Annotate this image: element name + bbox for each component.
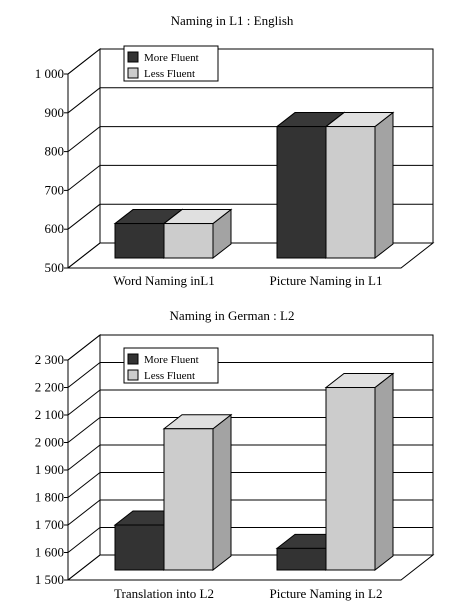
bar-front bbox=[276, 126, 327, 259]
chart-floor bbox=[66, 554, 435, 581]
legend-swatch bbox=[127, 369, 139, 381]
y-tick-label: 1 600 bbox=[35, 545, 64, 560]
y-tick-label: 1 900 bbox=[35, 462, 64, 477]
legend-box bbox=[123, 347, 219, 384]
gridline-side bbox=[67, 389, 101, 416]
bar-front bbox=[325, 126, 376, 259]
legend-swatch bbox=[127, 51, 139, 63]
gridline-side bbox=[67, 444, 101, 471]
chart-german-l2: Naming in German : L2 1 500 1 600 1 700 1 8… bbox=[35, 308, 435, 601]
category-label: Picture Naming in L1 bbox=[269, 273, 382, 288]
y-tick-label: 1 800 bbox=[35, 490, 64, 505]
chart-bars bbox=[113, 111, 395, 260]
chart-title: Naming in L1 : English bbox=[171, 13, 294, 28]
bar-front bbox=[325, 387, 376, 571]
chart-floor bbox=[66, 242, 435, 269]
legend-swatch bbox=[127, 353, 139, 365]
y-tick-label: 1 000 bbox=[35, 66, 64, 81]
gridline-side bbox=[67, 165, 101, 191]
bar-less-fluent bbox=[324, 372, 395, 572]
bar-front bbox=[163, 428, 214, 571]
legend-label: More Fluent bbox=[144, 354, 199, 366]
chart-bars bbox=[113, 372, 395, 572]
legend-label: Less Fluent bbox=[144, 370, 195, 382]
bar-less-fluent bbox=[162, 208, 233, 260]
chart-legend: More Fluent Less Fluent bbox=[123, 45, 219, 82]
y-tick-label: 800 bbox=[45, 144, 65, 159]
back-wall bbox=[100, 334, 434, 555]
y-tick-label: 2 100 bbox=[35, 407, 64, 422]
legend-swatch bbox=[127, 67, 139, 79]
legend-label: Less Fluent bbox=[144, 68, 195, 80]
bar-less-fluent bbox=[324, 111, 395, 260]
category-label: Translation into L2 bbox=[114, 586, 214, 601]
category-label: Picture Naming in L2 bbox=[269, 586, 382, 601]
y-tick-label: 1 500 bbox=[35, 572, 64, 587]
legend-label: More Fluent bbox=[144, 52, 199, 64]
bar-front bbox=[276, 547, 327, 571]
gridline-side bbox=[67, 203, 101, 230]
y-tick-label: 700 bbox=[45, 182, 65, 197]
category-label: Word Naming inL1 bbox=[113, 273, 215, 288]
gridline-side bbox=[67, 87, 101, 114]
chart-legend: More Fluent Less Fluent bbox=[123, 347, 219, 384]
chart-l1-english: Naming in L1 : English 500 600 700 800 900 1 … bbox=[35, 13, 435, 288]
y-tick-labels: 500 600 700 800 900 1 000 bbox=[35, 66, 68, 275]
gridline-side bbox=[67, 527, 101, 553]
category-labels: Translation into L2 Picture Naming in L2 bbox=[114, 586, 382, 601]
bar-side bbox=[374, 111, 394, 260]
gridline-side bbox=[67, 472, 101, 498]
y-tick-label: 2 300 bbox=[35, 352, 64, 367]
y-tick-label: 500 bbox=[45, 260, 65, 275]
gridline-side bbox=[67, 126, 101, 152]
bar-side bbox=[374, 372, 394, 572]
bar-front bbox=[114, 223, 165, 259]
side-wall bbox=[67, 47, 101, 269]
bar-side bbox=[212, 413, 232, 572]
bar-front bbox=[163, 223, 214, 259]
gridline-side bbox=[67, 417, 101, 443]
category-labels: Word Naming inL1 Picture Naming in L1 bbox=[113, 273, 382, 288]
y-tick-label: 1 700 bbox=[35, 517, 64, 532]
bar-front bbox=[114, 524, 165, 571]
chart-title: Naming in German : L2 bbox=[170, 308, 295, 323]
y-tick-labels: 1 500 1 600 1 700 1 800 1 900 2 000 2 100 2 200… bbox=[35, 352, 68, 587]
y-tick-label: 2 200 bbox=[35, 380, 64, 395]
gridline-side bbox=[67, 362, 101, 388]
bar-less-fluent bbox=[162, 413, 233, 572]
y-tick-label: 600 bbox=[45, 221, 65, 236]
gridline-side bbox=[67, 499, 101, 526]
legend-box bbox=[123, 45, 219, 82]
y-tick-label: 2 000 bbox=[35, 435, 64, 450]
y-tick-label: 900 bbox=[45, 105, 65, 120]
